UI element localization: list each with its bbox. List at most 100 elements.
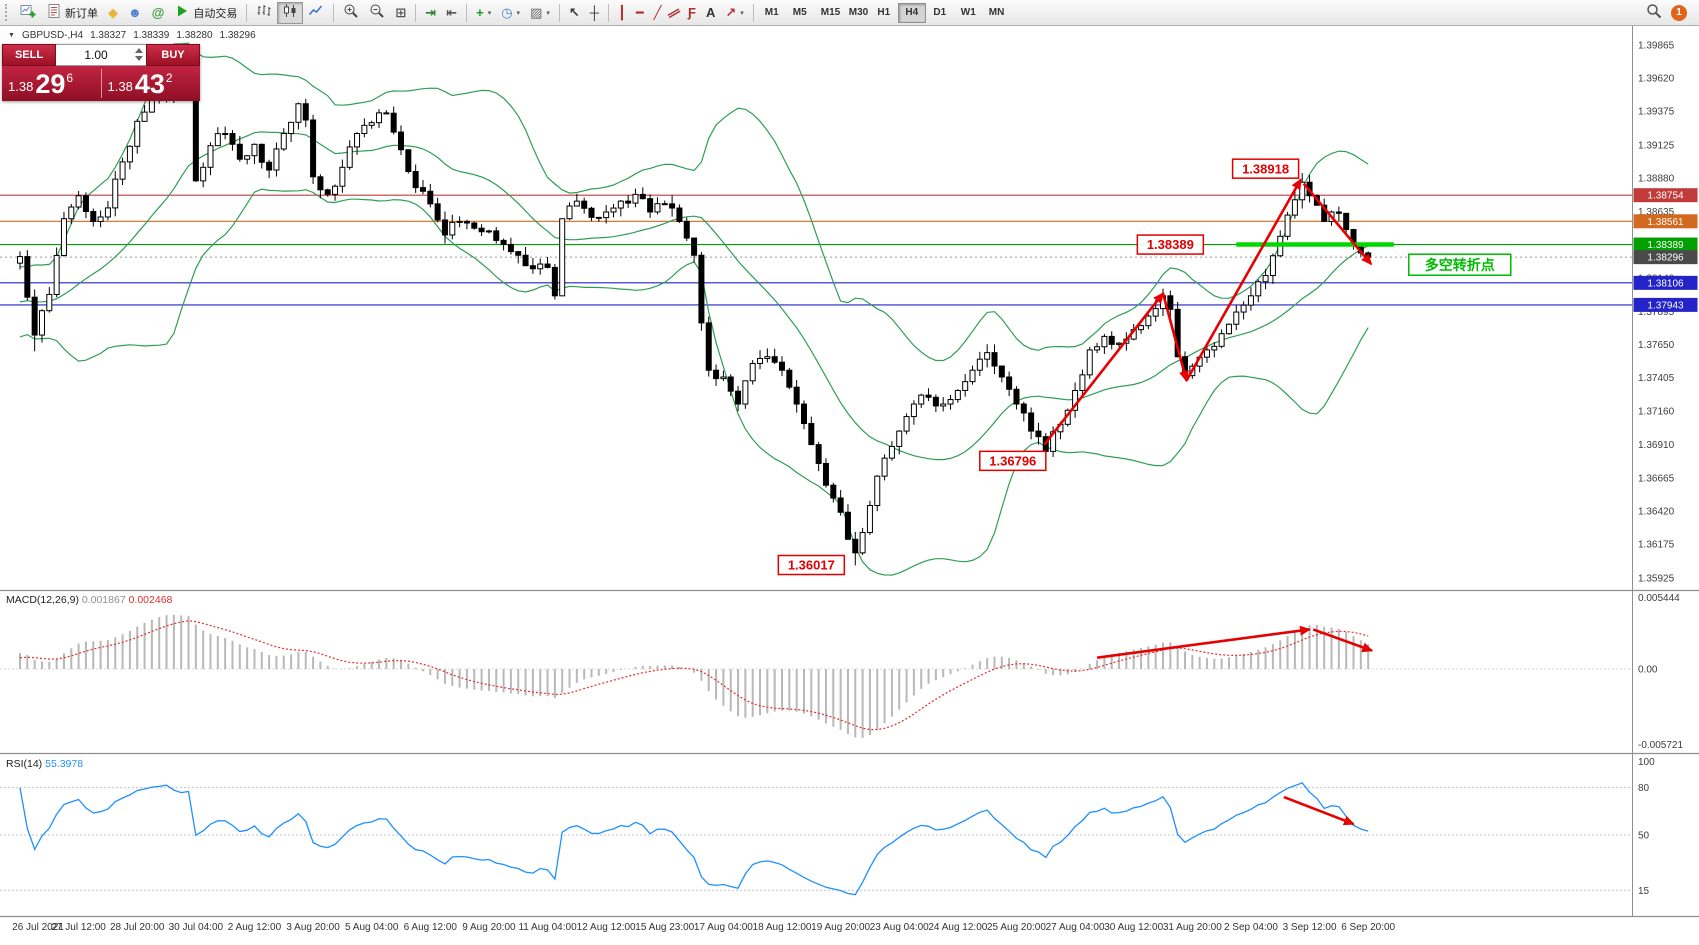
sell-price[interactable]: 1.38 29 6: [2, 66, 101, 101]
timeframe-m1[interactable]: M1: [758, 3, 786, 23]
bollinger-middle: [19, 131, 1369, 461]
annotation-box[interactable]: [777, 554, 846, 576]
trend-arrow[interactable]: [1096, 625, 1312, 660]
timeframe-m5[interactable]: M5: [786, 3, 814, 23]
svg-text:1.36665: 1.36665: [1638, 473, 1675, 484]
favorites-icon[interactable]: ◆: [103, 2, 123, 24]
trend-arrow[interactable]: [1312, 628, 1374, 653]
svg-text:3 Aug 20:00: 3 Aug 20:00: [286, 922, 340, 933]
tile-windows-icon: ⊞: [395, 4, 407, 20]
toolbar-separator: [246, 3, 248, 22]
timeframe-w1[interactable]: W1: [954, 3, 982, 23]
macd-indicator: MACD(12,26,9) 0.001867 0.002468 0.005444 0…: [0, 593, 1683, 751]
price-divider: [100, 69, 102, 98]
timeframe-m30[interactable]: M30: [842, 3, 870, 23]
fibonacci-icon[interactable]: Ƒ: [683, 2, 701, 24]
buy-button[interactable]: BUY: [146, 44, 200, 66]
annotation-box[interactable]: [1231, 158, 1300, 179]
rsi-label: RSI(14) 55.3978: [6, 758, 83, 770]
dropdown-caret-icon[interactable]: ▾: [546, 9, 550, 17]
candlestick-chart-icon: [282, 3, 298, 23]
trend-arrow[interactable]: [1283, 795, 1355, 826]
auto-scroll-icon[interactable]: ⇥: [420, 2, 441, 24]
line-chart-icon[interactable]: [303, 2, 329, 24]
trend-arrow[interactable]: [1302, 182, 1373, 266]
horizontal-lines[interactable]: [0, 194, 1632, 306]
svg-text:1.37405: 1.37405: [1638, 373, 1675, 384]
sell-big-figure: 1.38: [8, 79, 34, 94]
periods-icon[interactable]: ◷ ▾: [496, 2, 525, 24]
arrows-tool-icon[interactable]: ↗ ▾: [720, 2, 748, 24]
svg-text:23 Aug 04:00: 23 Aug 04:00: [870, 922, 929, 933]
templates-icon[interactable]: ▨ ▾: [525, 2, 555, 24]
community-icon[interactable]: @: [147, 2, 170, 24]
candlestick-chart-icon[interactable]: [277, 1, 304, 24]
dropdown-caret-icon[interactable]: ▾: [487, 9, 492, 17]
community-icon: @: [151, 4, 165, 20]
timeframe-h4[interactable]: H4: [897, 2, 926, 23]
dropdown-caret-icon[interactable]: ▾: [740, 9, 744, 17]
vertical-line-icon[interactable]: ┃: [613, 2, 631, 24]
svg-text:1.35925: 1.35925: [1638, 573, 1675, 584]
annotation-box[interactable]: [979, 450, 1047, 472]
chart-shift-icon[interactable]: ⇤: [441, 2, 462, 24]
timeframe-mn[interactable]: MN: [982, 3, 1010, 23]
search-icon[interactable]: [1641, 2, 1667, 24]
trend-arrow[interactable]: [1043, 292, 1165, 446]
timeframe-m15[interactable]: M15: [814, 3, 842, 23]
trend-arrow[interactable]: [1185, 178, 1302, 382]
text-label-icon[interactable]: A: [701, 2, 720, 24]
trend-arrows[interactable]: [1043, 178, 1374, 826]
toolbar-separator: [558, 3, 560, 22]
trend-arrow[interactable]: [1161, 293, 1189, 383]
svg-text:31 Aug 20:00: 31 Aug 20:00: [1163, 922, 1222, 933]
svg-text:1.38106: 1.38106: [1647, 278, 1684, 289]
crosshair-icon[interactable]: ┼: [585, 2, 604, 24]
horizontal-line-icon[interactable]: ━: [631, 2, 649, 24]
indicators-icon[interactable]: + ▾: [471, 2, 496, 24]
new-chart-icon[interactable]: [15, 2, 41, 24]
price-tags: 1.38754 1.38561 1.38389 1.38106 1.37943 1.382…: [1633, 188, 1698, 312]
zoom-out-icon[interactable]: [364, 2, 390, 24]
annotations[interactable]: 1.38918 1.38389 1.36796 1.36017 多空转折点: [777, 158, 1512, 576]
channel-icon[interactable]: ∥: [666, 2, 683, 24]
volume-value[interactable]: 1.00: [84, 48, 108, 62]
svg-text:1.36175: 1.36175: [1638, 540, 1675, 551]
svg-text:50: 50: [1638, 831, 1650, 842]
tile-windows-icon[interactable]: ⊞: [390, 2, 411, 24]
svg-text:27 Jul 12:00: 27 Jul 12:00: [51, 922, 106, 933]
buy-price[interactable]: 1.38 43 2: [102, 66, 201, 101]
bollinger-upper: [19, 42, 1369, 362]
profile-icon[interactable]: ☻: [123, 2, 147, 24]
trendline-icon[interactable]: ╱: [649, 2, 667, 24]
svg-text:28 Jul 20:00: 28 Jul 20:00: [110, 922, 165, 933]
volume-spinner[interactable]: [135, 48, 143, 61]
toolbar-grip[interactable]: [5, 4, 11, 21]
buy-point: 2: [165, 71, 173, 85]
svg-text:2 Aug 12:00: 2 Aug 12:00: [228, 922, 282, 933]
volume-up-icon[interactable]: [135, 48, 143, 53]
timeframe-d1[interactable]: D1: [926, 3, 954, 23]
bar-chart-icon[interactable]: [251, 2, 277, 24]
annotation-box[interactable]: [1136, 234, 1205, 255]
one-click-trading-panel: SELL 1.00 BUY 1.38 29 6 1.38 43 2: [2, 44, 200, 101]
zoom-in-icon[interactable]: [338, 2, 364, 24]
notifications-badge[interactable]: 1: [1671, 4, 1687, 21]
annotation-box[interactable]: [1408, 253, 1512, 276]
new-chart-icon: [20, 3, 36, 23]
volume-stepper[interactable]: 1.00: [56, 44, 146, 66]
svg-text:1.38296: 1.38296: [1647, 253, 1684, 264]
rsi-line: [19, 782, 1369, 896]
one-click-collapse-icon[interactable]: ▼: [8, 32, 15, 39]
toolbar-separator: [466, 3, 468, 22]
sell-button[interactable]: SELL: [2, 44, 56, 66]
volume-down-icon[interactable]: [135, 56, 143, 61]
autotrading-button[interactable]: 自动交易: [169, 2, 242, 24]
timeframe-h1[interactable]: H1: [870, 3, 898, 23]
cursor-icon[interactable]: ↖: [564, 2, 585, 24]
dropdown-caret-icon[interactable]: ▾: [516, 9, 521, 17]
svg-text:80: 80: [1638, 783, 1650, 794]
new-order-button[interactable]: 新订单: [41, 2, 103, 24]
